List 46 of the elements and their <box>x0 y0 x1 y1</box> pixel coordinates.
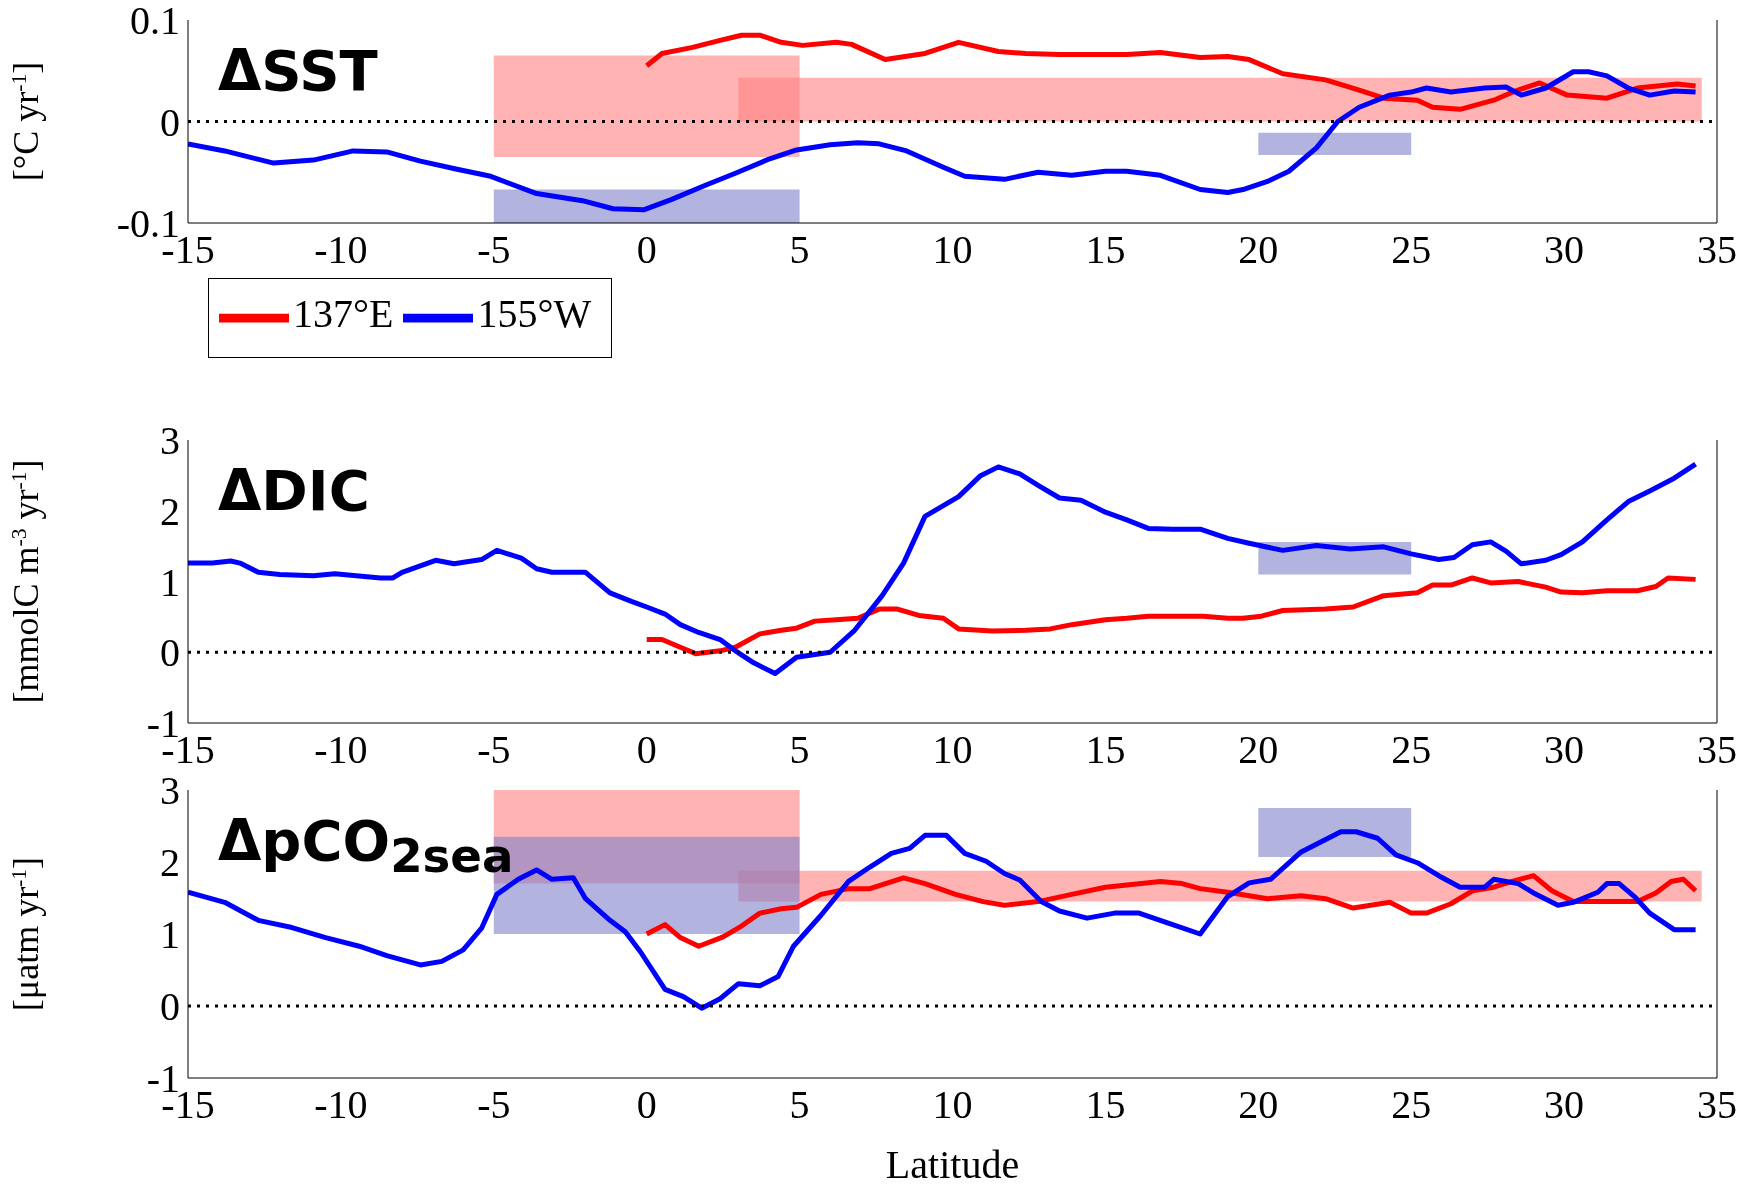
x-tick-label: 0 <box>636 227 657 273</box>
x-tick-label: 25 <box>1391 727 1432 773</box>
y-tick-label: 2 <box>160 840 180 886</box>
x-tick-label: 15 <box>1085 1082 1126 1128</box>
x-tick-label: 20 <box>1238 1082 1279 1128</box>
x-tick-label: 0 <box>636 727 657 773</box>
x-tick-label: -5 <box>477 227 511 273</box>
legend-label: 155°W <box>477 291 592 337</box>
x-tick-label: 35 <box>1697 727 1737 773</box>
chart-title: ΔpCO$_{2sea}$ <box>218 808 514 884</box>
x-tick-label: 5 <box>789 727 810 773</box>
x-tick-label: -10 <box>314 727 368 773</box>
x-tick-label: 10 <box>932 727 973 773</box>
x-tick-label: -5 <box>477 727 511 773</box>
x-tick-label: 35 <box>1697 227 1737 273</box>
x-tick-label: 15 <box>1085 727 1126 773</box>
x-tick-label: 5 <box>789 1082 810 1128</box>
x-axis-title: Latitude <box>885 1142 1020 1187</box>
y-tick-label: 2 <box>160 488 180 534</box>
x-tick-label: 5 <box>789 227 810 273</box>
x-tick-label: 10 <box>932 227 973 273</box>
y-tick-label: 0.1 <box>130 0 180 44</box>
x-tick-label: 10 <box>932 1082 973 1128</box>
legend-label: 137°E <box>293 291 394 337</box>
x-tick-label: 30 <box>1544 227 1585 273</box>
x-tick-label: 20 <box>1238 227 1279 273</box>
chart-title: ΔSST <box>218 38 378 103</box>
x-tick-label: 25 <box>1391 227 1432 273</box>
x-tick-label: -10 <box>314 1082 368 1128</box>
x-tick-label: 30 <box>1544 1082 1585 1128</box>
x-tick-label: 25 <box>1391 1082 1432 1128</box>
y-tick-label: 3 <box>160 418 180 464</box>
y-tick-label: 0 <box>160 99 180 145</box>
x-tick-label: -10 <box>314 227 368 273</box>
x-tick-label: 0 <box>636 1082 657 1128</box>
x-tick-label: 15 <box>1085 227 1126 273</box>
x-tick-label: 20 <box>1238 727 1279 773</box>
chart-title: ΔDIC <box>218 458 370 523</box>
x-tick-label: 35 <box>1697 1082 1737 1128</box>
y-tick-label: 0 <box>160 630 180 676</box>
x-tick-label: -5 <box>477 1082 511 1128</box>
x-tick-label: 30 <box>1544 727 1585 773</box>
y-tick-label: 3 <box>160 768 180 814</box>
y-tick-label: 1 <box>160 912 180 958</box>
y-tick-label: 0 <box>160 984 180 1030</box>
y-tick-label: 1 <box>160 559 180 605</box>
